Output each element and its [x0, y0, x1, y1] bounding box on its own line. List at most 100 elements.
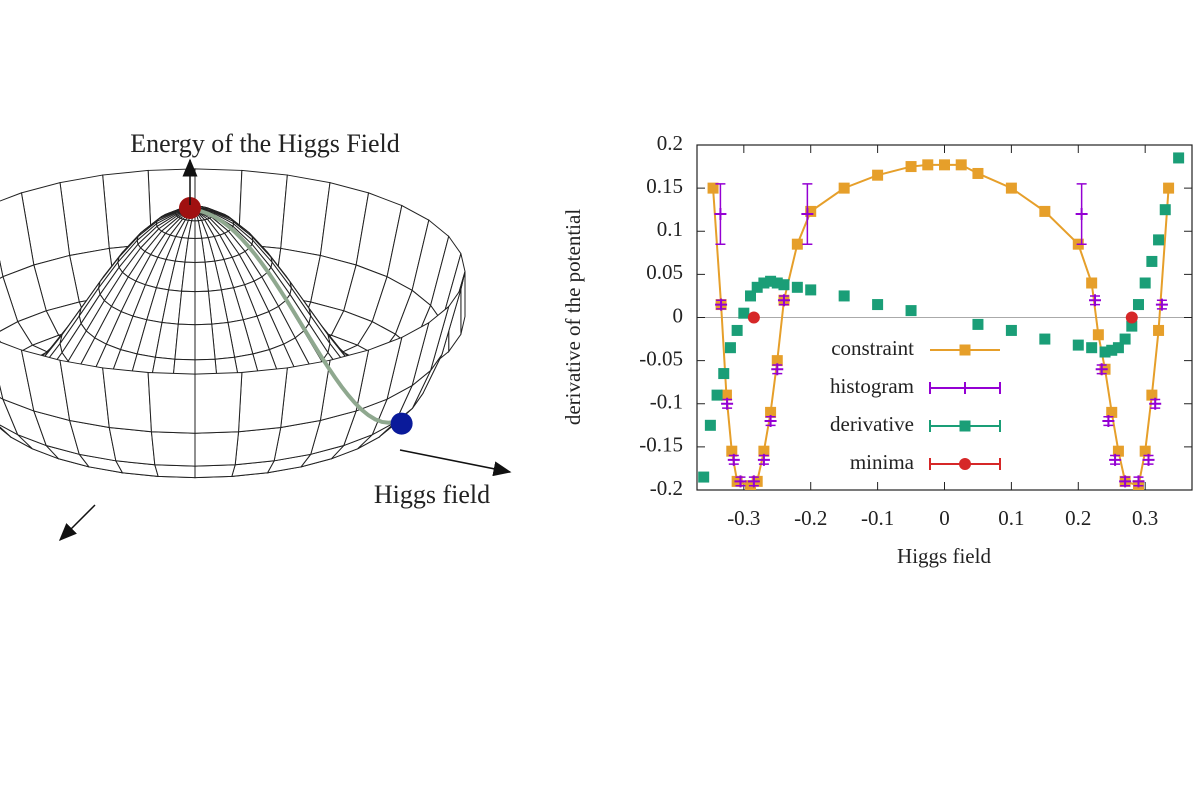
marker	[771, 277, 783, 289]
y-tick-label: 0.05	[646, 260, 683, 284]
marker	[972, 167, 984, 179]
marker	[959, 382, 971, 394]
marker	[1159, 204, 1171, 216]
diagram-title: Energy of the Higgs Field	[130, 129, 400, 158]
x-tick-label: -0.1	[861, 506, 894, 530]
marker	[1106, 344, 1118, 356]
marker	[726, 445, 738, 457]
mesh-cell	[102, 367, 152, 433]
marker	[959, 458, 971, 470]
marker	[838, 290, 850, 302]
y-tick-label: -0.2	[650, 476, 683, 500]
marker	[1005, 324, 1017, 336]
marker	[1086, 277, 1098, 289]
marker	[757, 453, 770, 466]
marker	[1173, 152, 1185, 164]
legend-label: constraint	[831, 336, 914, 360]
y-tick-label: 0.15	[646, 174, 683, 198]
marker	[758, 277, 770, 289]
y-tick-label: -0.1	[650, 390, 683, 414]
marker	[872, 299, 884, 311]
marker	[1139, 277, 1151, 289]
mesh-cell	[177, 290, 196, 326]
marker	[751, 281, 763, 293]
marker	[1039, 205, 1051, 217]
marker	[1153, 234, 1165, 246]
legend-label: minima	[850, 450, 915, 474]
marker	[1146, 255, 1158, 267]
x-tick-label: -0.2	[794, 506, 827, 530]
marker	[805, 205, 817, 217]
field-arrow	[399, 449, 512, 477]
plot: 0.2 0.15 0.1 0.05 0 -0.05 -0.1 -0.15 -0.2 -0.3 -0.…	[639, 131, 1193, 530]
marker	[1075, 208, 1088, 220]
mesh-cell	[238, 367, 288, 433]
marker	[1005, 182, 1017, 194]
marker	[1149, 397, 1162, 410]
mesh-cell	[194, 431, 240, 467]
x-tick-label: 0	[939, 506, 950, 530]
marker	[801, 208, 814, 220]
x-tick-label: 0.3	[1132, 506, 1158, 530]
mesh-cell	[147, 371, 196, 434]
y-tick-label: 0	[673, 303, 684, 327]
y-tick-label: -0.15	[639, 433, 683, 457]
marker	[1119, 475, 1132, 488]
marker	[1089, 294, 1102, 307]
marker	[1132, 299, 1144, 311]
marker	[714, 208, 727, 220]
marker	[724, 342, 736, 354]
marker	[747, 311, 760, 324]
x-tick-label: 0.1	[998, 506, 1024, 530]
marker	[1099, 346, 1111, 358]
series-line	[712, 163, 1170, 487]
legend-label: histogram	[830, 374, 914, 398]
diagram-axis-label: Higgs field	[374, 480, 490, 509]
marker	[707, 182, 719, 194]
marker	[718, 368, 730, 380]
marker	[771, 355, 783, 367]
y-tick-label: 0.1	[657, 217, 683, 241]
y-tick-label: 0.2	[657, 131, 683, 155]
marker	[1146, 389, 1158, 401]
marker	[922, 159, 934, 171]
mexican-hat-diagram	[0, 168, 466, 479]
marker	[745, 290, 757, 302]
y-tick-label: -0.05	[639, 346, 683, 370]
x-axis-label: Higgs field	[897, 544, 991, 568]
mesh-cell	[0, 260, 4, 279]
mesh-cell	[150, 431, 196, 467]
y-axis-label: derivative of the potential	[561, 209, 585, 426]
marker	[747, 475, 760, 488]
marker	[1132, 475, 1145, 488]
marker	[704, 419, 716, 431]
marker	[791, 281, 803, 293]
mesh-cell	[194, 323, 216, 361]
marker	[1112, 342, 1124, 354]
marker	[905, 161, 917, 173]
field-arrow-2	[58, 504, 96, 542]
marker	[972, 318, 984, 330]
marker	[698, 471, 710, 483]
marker	[758, 445, 770, 457]
marker	[765, 275, 777, 287]
marker	[939, 159, 950, 171]
x-tick-label: -0.3	[727, 506, 760, 530]
marker	[764, 415, 777, 427]
marker	[905, 305, 917, 317]
marker	[738, 307, 750, 319]
top-ball	[179, 197, 201, 219]
mesh-cell	[108, 426, 156, 466]
marker	[1092, 329, 1104, 341]
bottom-ball	[390, 412, 413, 435]
marker	[1095, 363, 1108, 376]
marker	[1126, 320, 1138, 332]
mesh-cell	[154, 464, 196, 479]
marker	[1142, 453, 1155, 466]
plot-area	[698, 152, 1185, 490]
marker	[1109, 453, 1122, 466]
marker	[721, 397, 734, 410]
marker	[1119, 333, 1131, 345]
roll-path	[194, 208, 396, 425]
